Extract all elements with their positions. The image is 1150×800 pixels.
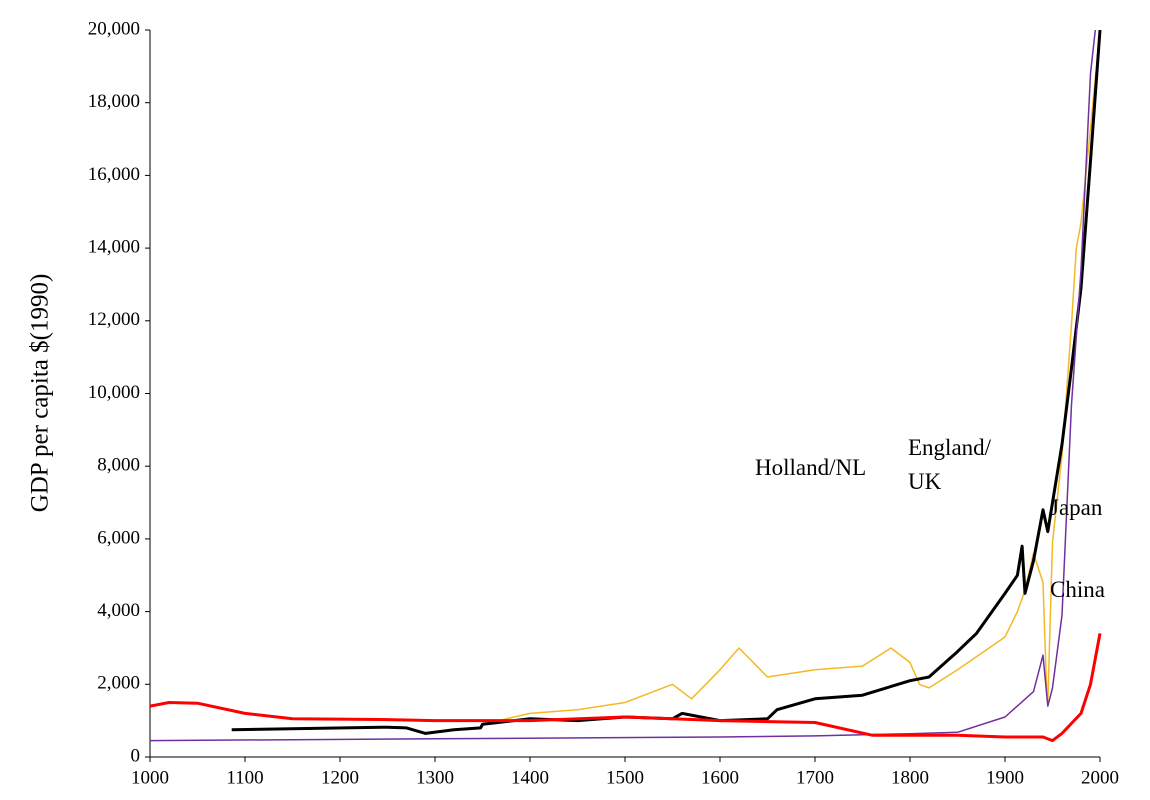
series-label: Japan [1050, 495, 1103, 520]
x-tick-label: 1100 [226, 767, 263, 788]
x-tick-label: 1600 [701, 767, 739, 788]
y-tick-label: 14,000 [88, 236, 140, 257]
y-tick-label: 20,000 [88, 18, 140, 39]
x-tick-label: 1500 [606, 767, 644, 788]
y-tick-label: 4,000 [97, 600, 140, 621]
y-axis-label: GDP per capita $(1990) [27, 274, 54, 513]
series-label: England/UK [908, 435, 992, 494]
series-label: China [1050, 577, 1105, 602]
y-tick-label: 6,000 [97, 527, 140, 548]
series-line [482, 30, 1101, 726]
series-line [150, 30, 1097, 742]
x-tick-label: 1300 [416, 767, 454, 788]
series-line [231, 30, 1102, 735]
y-tick-label: 16,000 [88, 164, 140, 185]
y-tick-label: 12,000 [88, 309, 140, 330]
series-line [150, 633, 1102, 743]
x-tick-label: 1000 [131, 767, 169, 788]
x-tick-label: 1400 [511, 767, 549, 788]
series-label: Holland/NL [755, 455, 867, 480]
y-tick-label: 2,000 [97, 673, 140, 694]
y-tick-label: 18,000 [88, 91, 140, 112]
x-tick-label: 1700 [796, 767, 834, 788]
x-tick-label: 1900 [986, 767, 1024, 788]
x-tick-label: 1800 [891, 767, 929, 788]
plot-area [150, 30, 1102, 743]
x-tick-label: 1200 [321, 767, 359, 788]
y-tick-label: 8,000 [97, 455, 140, 476]
y-tick-label: 0 [131, 745, 141, 766]
y-tick-label: 10,000 [88, 382, 140, 403]
x-tick-label: 2000 [1081, 767, 1119, 788]
